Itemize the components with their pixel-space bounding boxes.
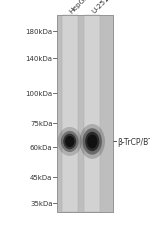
Ellipse shape (61, 131, 79, 152)
Ellipse shape (65, 136, 74, 147)
Text: 180kDa: 180kDa (25, 29, 52, 35)
Ellipse shape (82, 129, 102, 155)
Text: 35kDa: 35kDa (30, 200, 52, 206)
Ellipse shape (85, 132, 99, 152)
Text: β-TrCP/BTRC: β-TrCP/BTRC (117, 137, 150, 146)
Bar (57, 16, 112, 213)
Bar (57, 16, 112, 213)
Text: 140kDa: 140kDa (26, 55, 52, 61)
Text: HepG2: HepG2 (68, 0, 90, 15)
Bar (84, 16, 100, 213)
Bar (62, 16, 78, 213)
Text: 75kDa: 75kDa (30, 121, 52, 127)
Ellipse shape (87, 135, 97, 149)
Ellipse shape (63, 134, 76, 150)
Text: 100kDa: 100kDa (25, 91, 52, 97)
Text: U-251MG: U-251MG (91, 0, 119, 15)
Ellipse shape (58, 128, 82, 156)
Text: 60kDa: 60kDa (30, 144, 52, 150)
Text: 45kDa: 45kDa (30, 174, 52, 180)
Ellipse shape (80, 125, 105, 159)
